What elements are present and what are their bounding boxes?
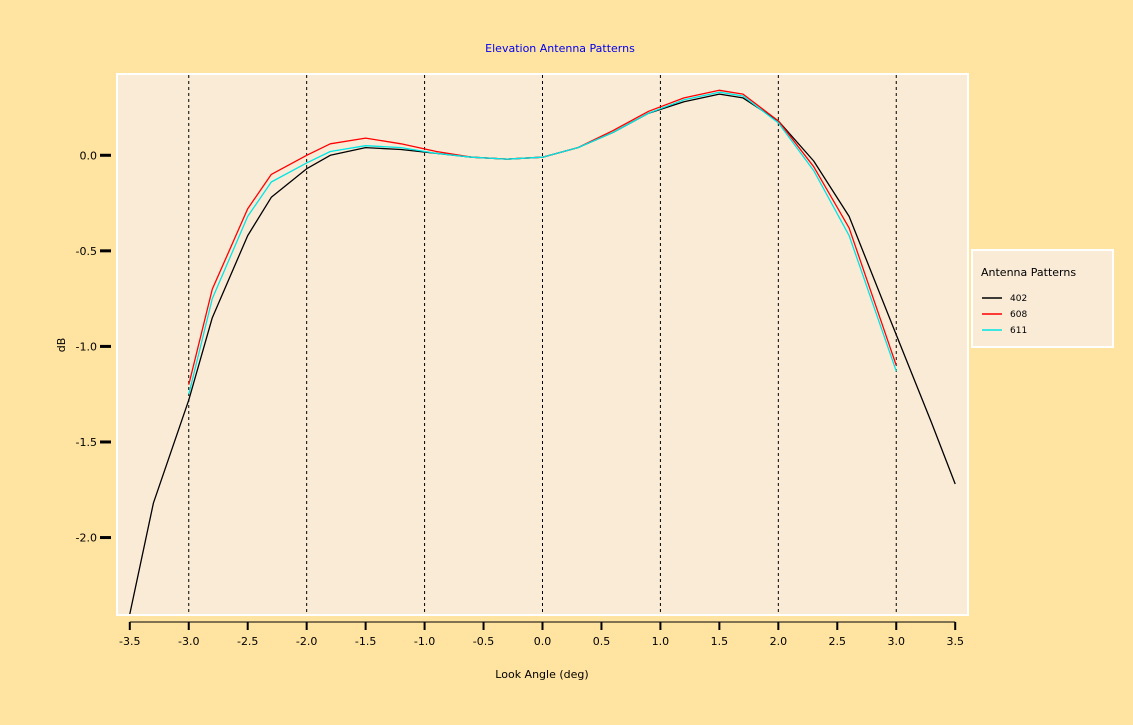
y-tick-label: -1.5 — [76, 436, 97, 449]
x-axis: -3.5 -3.0 -2.5 -2.0 -1.5 -1.0 -0.5 0.0 0.5 1.0 1.5… — [119, 621, 964, 648]
x-tick-label: -0.5 — [473, 635, 494, 648]
x-tick-label: -1.0 — [414, 635, 435, 648]
x-tick-label: 2.5 — [829, 635, 847, 648]
chart-title: Elevation Antenna Patterns — [485, 42, 635, 55]
x-tick-label: 1.0 — [652, 635, 670, 648]
legend-label-611: 611 — [1010, 326, 1027, 336]
x-tick-label: -1.5 — [355, 635, 376, 648]
x-axis-label: Look Angle (deg) — [495, 668, 588, 681]
x-tick-label: 3.5 — [946, 635, 964, 648]
legend-title: Antenna Patterns — [981, 266, 1076, 279]
plot-area — [116, 73, 969, 616]
legend-label-608: 608 — [1010, 310, 1027, 320]
x-tick-label: 0.5 — [593, 635, 611, 648]
y-tick-label: 0.0 — [80, 149, 98, 162]
series-line-611 — [188, 91, 897, 395]
y-tick-label: -0.5 — [76, 245, 97, 258]
x-tick-label: 1.5 — [711, 635, 729, 648]
x-tick-label: 0.0 — [534, 635, 552, 648]
x-tick-label: -3.0 — [178, 635, 199, 648]
legend-label-402: 402 — [1010, 294, 1027, 304]
legend-items: 402 608 611 — [982, 294, 1027, 336]
series-lines — [129, 89, 956, 615]
x-tick-label: -2.0 — [296, 635, 317, 648]
y-axis: 0.0 -0.5 -1.0 -1.5 -2.0 — [76, 149, 111, 545]
x-tick-label: -3.5 — [119, 635, 140, 648]
x-tick-label: -2.5 — [237, 635, 258, 648]
x-tick-label: 3.0 — [888, 635, 906, 648]
x-tick-label: 2.0 — [770, 635, 788, 648]
y-tick-label: -1.0 — [76, 340, 97, 353]
legend: Antenna Patterns 402 608 611 — [971, 249, 1114, 348]
y-tick-label: -2.0 — [76, 532, 97, 545]
y-axis-label: dB — [55, 338, 68, 353]
